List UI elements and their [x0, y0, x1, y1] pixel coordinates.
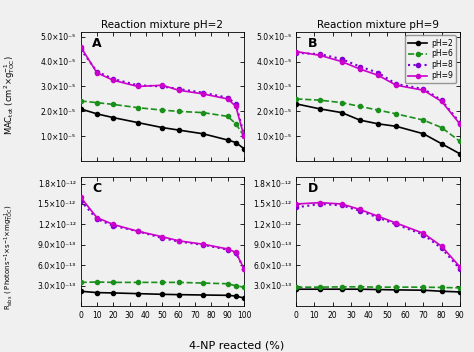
- Text: A: A: [92, 37, 101, 50]
- Text: B: B: [308, 37, 317, 50]
- Title: Reaction mixture pH=2: Reaction mixture pH=2: [101, 19, 223, 30]
- Text: C: C: [92, 182, 101, 195]
- Legend: pH=2, pH=6, pH=8, pH=9: pH=2, pH=6, pH=8, pH=9: [405, 36, 456, 83]
- Text: 4-NP reacted (%): 4-NP reacted (%): [190, 340, 284, 351]
- Text: D: D: [308, 182, 318, 195]
- Text: R$_{\mathrm{abs}}$ ( Photons$^{-1}$$\times$s$^{-1}$$\times$mg$^{-1}_{\mathrm{TOC: R$_{\mathrm{abs}}$ ( Photons$^{-1}$$\tim…: [2, 204, 16, 310]
- Text: MAC$_{\mathrm{tot}}$ (cm$^2$$\times$g$^{-1}_{\mathrm{TOC}}$): MAC$_{\mathrm{tot}}$ (cm$^2$$\times$g$^{…: [2, 55, 17, 135]
- Title: Reaction mixture pH=9: Reaction mixture pH=9: [317, 19, 439, 30]
